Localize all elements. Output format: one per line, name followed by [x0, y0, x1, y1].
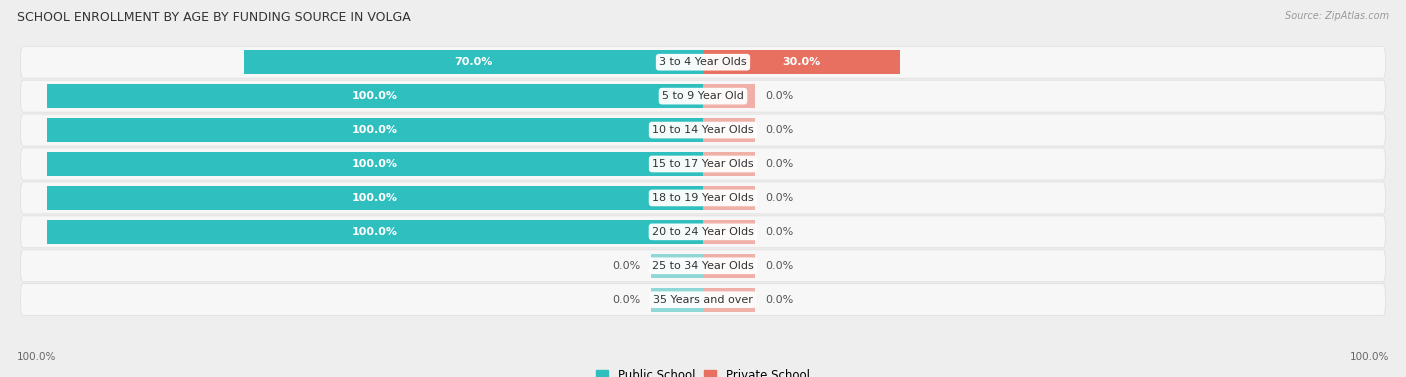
Bar — [46, 118, 703, 142]
Bar — [46, 152, 703, 176]
Text: 0.0%: 0.0% — [765, 193, 793, 203]
FancyBboxPatch shape — [21, 80, 1385, 112]
Text: 100.0%: 100.0% — [352, 125, 398, 135]
Text: 25 to 34 Year Olds: 25 to 34 Year Olds — [652, 261, 754, 271]
Text: 100.0%: 100.0% — [17, 352, 56, 362]
Bar — [243, 50, 703, 74]
Text: 0.0%: 0.0% — [765, 295, 793, 305]
Bar — [703, 288, 755, 312]
Legend: Public School, Private School: Public School, Private School — [592, 364, 814, 377]
Bar — [651, 254, 703, 278]
Bar — [46, 84, 703, 108]
FancyBboxPatch shape — [21, 114, 1385, 146]
Bar — [703, 186, 755, 210]
Text: 20 to 24 Year Olds: 20 to 24 Year Olds — [652, 227, 754, 237]
Text: 0.0%: 0.0% — [613, 261, 641, 271]
Text: 18 to 19 Year Olds: 18 to 19 Year Olds — [652, 193, 754, 203]
FancyBboxPatch shape — [21, 46, 1385, 78]
FancyBboxPatch shape — [21, 182, 1385, 214]
Text: 100.0%: 100.0% — [1350, 352, 1389, 362]
FancyBboxPatch shape — [21, 284, 1385, 316]
Bar — [46, 220, 703, 244]
Text: 100.0%: 100.0% — [352, 159, 398, 169]
Text: 15 to 17 Year Olds: 15 to 17 Year Olds — [652, 159, 754, 169]
Text: 100.0%: 100.0% — [352, 193, 398, 203]
Bar — [703, 152, 755, 176]
Text: 0.0%: 0.0% — [765, 91, 793, 101]
Text: 0.0%: 0.0% — [765, 159, 793, 169]
FancyBboxPatch shape — [21, 216, 1385, 248]
Text: 0.0%: 0.0% — [765, 261, 793, 271]
Text: SCHOOL ENROLLMENT BY AGE BY FUNDING SOURCE IN VOLGA: SCHOOL ENROLLMENT BY AGE BY FUNDING SOUR… — [17, 11, 411, 24]
Text: 5 to 9 Year Old: 5 to 9 Year Old — [662, 91, 744, 101]
Bar — [651, 288, 703, 312]
Bar — [703, 254, 755, 278]
Text: 0.0%: 0.0% — [765, 227, 793, 237]
Bar — [46, 186, 703, 210]
Text: 0.0%: 0.0% — [765, 125, 793, 135]
Text: 35 Years and over: 35 Years and over — [652, 295, 754, 305]
FancyBboxPatch shape — [21, 148, 1385, 180]
Bar — [703, 118, 755, 142]
Text: 30.0%: 30.0% — [782, 57, 821, 67]
Bar — [703, 50, 900, 74]
Bar — [703, 220, 755, 244]
Text: 70.0%: 70.0% — [454, 57, 492, 67]
Text: Source: ZipAtlas.com: Source: ZipAtlas.com — [1285, 11, 1389, 21]
FancyBboxPatch shape — [21, 250, 1385, 282]
Text: 10 to 14 Year Olds: 10 to 14 Year Olds — [652, 125, 754, 135]
Text: 100.0%: 100.0% — [352, 227, 398, 237]
Text: 100.0%: 100.0% — [352, 91, 398, 101]
Text: 3 to 4 Year Olds: 3 to 4 Year Olds — [659, 57, 747, 67]
Bar — [703, 84, 755, 108]
Text: 0.0%: 0.0% — [613, 295, 641, 305]
